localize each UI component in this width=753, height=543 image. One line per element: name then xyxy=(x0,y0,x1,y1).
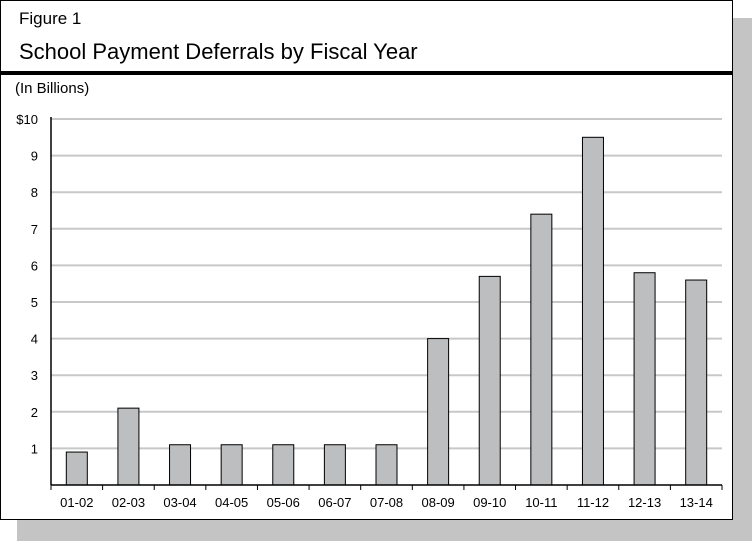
y-axis: 1 2 3 4 5 6 7 8 9 $10 xyxy=(16,112,52,485)
x-axis: 01-02 02-03 03-04 04-05 05-06 06-07 07-08 08-09… xyxy=(50,484,723,510)
bar-12-13 xyxy=(633,272,656,486)
unit-label: (In Billions) xyxy=(15,80,90,97)
bar-06-07 xyxy=(323,444,346,486)
x-tick-label: 08-09 xyxy=(421,495,454,510)
x-tick-label: 03-04 xyxy=(163,495,196,510)
x-tick-label: 12-13 xyxy=(628,495,661,510)
y-tick-label: 2 xyxy=(31,405,38,420)
y-tick-label: $10 xyxy=(16,112,38,127)
bar-chart: 1 2 3 4 5 6 7 8 9 $10 01-02 02-03 03-04 04-05 05-06 06… xyxy=(16,112,723,510)
x-tick-label: 06-07 xyxy=(318,495,351,510)
x-tick-label: 05-06 xyxy=(267,495,300,510)
bar-09-10 xyxy=(478,275,501,486)
y-tick-label: 5 xyxy=(31,295,38,310)
x-tick-label: 09-10 xyxy=(473,495,506,510)
bar-07-08 xyxy=(375,444,398,486)
x-tick-label: 11-12 xyxy=(577,495,609,510)
chart-title: School Payment Deferrals by Fiscal Year xyxy=(19,39,418,64)
bar-11-12 xyxy=(581,136,604,486)
bar-02-03 xyxy=(117,407,140,486)
y-tick-label: 1 xyxy=(31,441,38,456)
gridlines xyxy=(51,118,722,450)
figure-label: Figure 1 xyxy=(19,9,82,28)
bar-01-02 xyxy=(65,451,88,486)
bar-05-06 xyxy=(272,444,295,486)
y-tick-label: 8 xyxy=(31,185,38,200)
y-tick-label: 9 xyxy=(31,149,38,164)
bar-04-05 xyxy=(220,444,243,486)
x-tick-label: 07-08 xyxy=(370,495,403,510)
title-divider xyxy=(1,71,732,75)
bar-13-14 xyxy=(685,279,708,486)
x-tick-label: 02-03 xyxy=(112,495,145,510)
y-tick-label: 3 xyxy=(31,368,38,383)
bars xyxy=(65,136,708,486)
x-tick-label: 04-05 xyxy=(215,495,248,510)
x-tick-label: 13-14 xyxy=(680,495,713,510)
y-tick-label: 7 xyxy=(31,222,38,237)
x-tick-label: 01-02 xyxy=(60,495,93,510)
y-tick-label: 4 xyxy=(31,332,38,347)
bar-03-04 xyxy=(169,444,192,486)
x-tick-label: 10-11 xyxy=(525,495,557,510)
bar-10-11 xyxy=(530,213,553,486)
bar-08-09 xyxy=(427,338,450,486)
y-tick-label: 6 xyxy=(31,258,38,273)
